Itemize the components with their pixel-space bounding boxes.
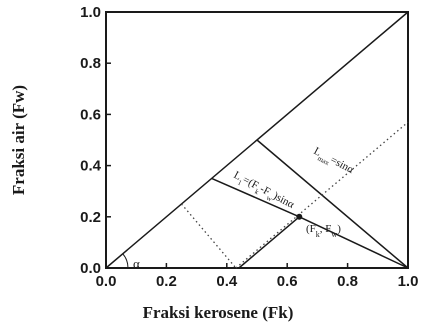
- lmax-label: Lmax=sinα: [310, 145, 356, 179]
- y-tick-label: 0.2: [80, 209, 101, 226]
- chart-marks: 0.0 0.2 0.4 0.6 0.8 1.0 0.0 0.2 0.4 0.6 0.8 1.0: [80, 4, 418, 290]
- series-line-2: [238, 216, 300, 269]
- series-line-6: [235, 121, 409, 269]
- x-tick-label: 1.0: [398, 273, 419, 290]
- y-tick-label: 0.8: [80, 55, 101, 72]
- data-point: [296, 213, 303, 220]
- x-tick-label: 0.0: [96, 273, 117, 290]
- series-line-4: [256, 139, 409, 269]
- y-tick-label: 0.4: [80, 158, 102, 175]
- x-tick-label: 0.8: [337, 273, 358, 290]
- angle-arc: [122, 253, 129, 269]
- series-line-5: [181, 203, 237, 269]
- x-axis-title: Fraksi kerosene (Fk): [143, 303, 294, 322]
- plot-frame: [105, 11, 409, 269]
- x-tick-label: 0.6: [277, 273, 298, 290]
- y-tick-label: 0.0: [80, 260, 101, 277]
- point-label: (Fk, Fw): [306, 223, 341, 239]
- x-tick-label: 0.2: [156, 273, 177, 290]
- x-tick-label: 0.4: [216, 273, 238, 290]
- y-axis-title: Fraksi air (Fw): [9, 85, 28, 195]
- y-tick-label: 0.6: [80, 106, 101, 123]
- angle-label: α: [133, 256, 140, 271]
- y-tick-label: 1.0: [80, 4, 101, 21]
